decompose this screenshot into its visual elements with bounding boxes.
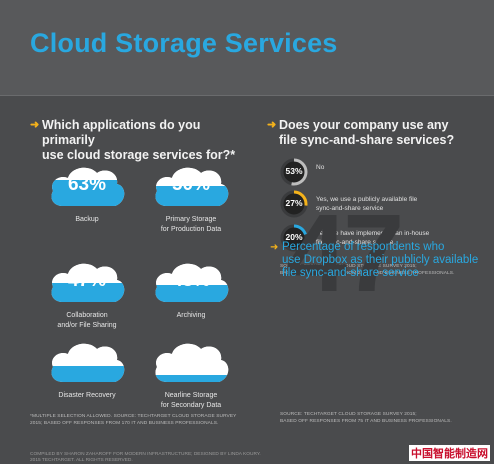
cloud-label-line-1: Primary Storage bbox=[165, 216, 217, 223]
cloud-icon: 43% bbox=[153, 258, 229, 306]
cloud-label: Collaboration and/or File Sharing bbox=[32, 311, 142, 330]
cloud-label-line-1: Archiving bbox=[176, 312, 206, 319]
right-source-line-1: SOURCE: TECHTARGET CLOUD STORAGE SURVEY … bbox=[280, 264, 417, 269]
left-note-line-1: *MULTIPLE SELECTION ALLOWED. SOURCE: TEC… bbox=[30, 414, 237, 419]
ring-label: Yes, we use a publicly available file syn… bbox=[316, 195, 466, 213]
ring-row-2: 27% Yes, we use a publicly available file… bbox=[280, 190, 480, 220]
header: Cloud Storage Services bbox=[0, 0, 494, 96]
dropbox-source-note: SOURCE: TECHTARGET CLOUD STORAGE SURVEY … bbox=[280, 412, 480, 425]
cloud-label: Disaster Recovery bbox=[32, 391, 142, 401]
dropbox-line-1: Percentage of respondents who bbox=[282, 241, 445, 253]
ring-label-line-1: Yes, we have implemented an in-house bbox=[316, 230, 430, 237]
cloud-label: Primary Storage for Production Data bbox=[136, 215, 246, 234]
cloud-label-line-2: for Secondary Data bbox=[160, 401, 222, 409]
ring-label-line-1: No bbox=[316, 164, 325, 171]
dropbox-line-2: use Dropbox as their publicly available bbox=[282, 254, 479, 266]
cloud-label: Archiving bbox=[136, 311, 246, 321]
cloud-icon: 50% bbox=[153, 162, 229, 210]
cloud-percent: 47% bbox=[67, 270, 107, 291]
ring-row-3: 20% Yes, we have implemented an in-house f… bbox=[280, 224, 480, 254]
arrow-icon: ➜ bbox=[30, 119, 40, 131]
ring-label: No bbox=[316, 163, 466, 172]
ring-label-line-2: file sync-and-share service bbox=[316, 239, 394, 246]
cloud-icon: 63% bbox=[49, 162, 125, 210]
ring-label-line-1: Yes, we use a publicly available file bbox=[316, 196, 418, 203]
ring-row-1: 53% No bbox=[280, 158, 480, 188]
left-question: ➜ Which applications do you primarily us… bbox=[30, 118, 252, 163]
dropbox-statement: ➜ Percentage of respondents who use Drop… bbox=[270, 241, 482, 280]
cloud-label: Nearline Storage for Secondary Data bbox=[136, 391, 246, 410]
cloud-stat-4: 43% Archiving bbox=[136, 258, 246, 321]
cloud-label-line-1: Collaboration bbox=[66, 312, 108, 319]
ring-percent: 20% bbox=[285, 232, 303, 242]
dropbox-source-line-2: BASED OFF RESPONSES FROM 75 IT AND BUSIN… bbox=[280, 418, 452, 424]
cloud-label-line-2: and/or File Sharing bbox=[57, 321, 117, 329]
ring-chart: 53% bbox=[280, 158, 308, 186]
left-question-line-1: Which applications do you primarily bbox=[42, 118, 201, 147]
cloud-percent: 43% bbox=[171, 270, 211, 291]
dropbox-source-line-1: SOURCE: TECHTARGET CLOUD STORAGE SURVEY … bbox=[280, 412, 417, 417]
cloud-icon: 42% bbox=[49, 338, 125, 386]
cloud-stat-2: 50% Primary Storage for Production Data bbox=[136, 162, 246, 234]
cloud-stat-6: 23% Nearline Storage for Secondary Data bbox=[136, 338, 246, 410]
cloud-icon: 23% bbox=[153, 338, 229, 386]
right-source-line-2: BASED OFF RESPONSES FROM 227 IT AND BUSI… bbox=[280, 270, 455, 276]
cloud-percent: 42% bbox=[67, 350, 107, 371]
left-note-line-2: 2015; BASED OFF RESPONSES FROM 170 IT AN… bbox=[30, 420, 219, 426]
cloud-label-line-1: Backup bbox=[75, 216, 99, 223]
dropbox-line-3: file sync-and-share service bbox=[282, 267, 419, 279]
right-question-line-1: Does your company use any bbox=[279, 118, 449, 132]
watermark-logo: 中国智能制造网 bbox=[409, 445, 490, 461]
ring-label-line-2: sync-and-share service bbox=[316, 205, 384, 212]
big-number-47: 47 bbox=[286, 192, 404, 315]
ring-percent: 27% bbox=[285, 198, 303, 208]
footer-line-2: 2015 TECHTARGET. ALL RIGHTS RESERVED. bbox=[30, 458, 133, 463]
cloud-icon: 47% bbox=[49, 258, 125, 306]
ring-label: Yes, we have implemented an in-house file… bbox=[316, 229, 466, 247]
cloud-label-line-1: Disaster Recovery bbox=[58, 392, 116, 399]
cloud-label: Backup bbox=[32, 215, 142, 225]
ring-chart: 27% bbox=[280, 190, 308, 218]
footer-line-1: COMPILED BY SHARON ZAHAROFF FOR MODERN I… bbox=[30, 452, 261, 457]
cloud-percent: 50% bbox=[171, 174, 211, 195]
cloud-percent: 63% bbox=[67, 174, 107, 195]
footer-credits: COMPILED BY SHARON ZAHAROFF FOR MODERN I… bbox=[30, 452, 261, 464]
left-question-line-2: use cloud storage services for?* bbox=[42, 148, 236, 162]
cloud-label-line-2: for Production Data bbox=[160, 225, 222, 233]
right-question: ➜ Does your company use any file sync-an… bbox=[267, 118, 484, 148]
cloud-stat-5: 42% Disaster Recovery bbox=[32, 338, 142, 401]
arrow-icon: ➜ bbox=[270, 242, 279, 253]
right-question-line-2: file sync-and-share services? bbox=[279, 133, 455, 147]
ring-percent: 53% bbox=[285, 166, 303, 176]
cloud-stat-3: 47% Collaboration and/or File Sharing bbox=[32, 258, 142, 330]
cloud-label-line-1: Nearline Storage bbox=[164, 392, 218, 399]
arrow-icon: ➜ bbox=[267, 119, 277, 131]
cloud-percent: 23% bbox=[171, 350, 211, 371]
cloud-stat-1: 63% Backup bbox=[32, 162, 142, 225]
right-source-note: SOURCE: TECHTARGET CLOUD STORAGE SURVEY … bbox=[280, 264, 480, 277]
page-title: Cloud Storage Services bbox=[30, 28, 338, 58]
ring-chart: 20% bbox=[280, 224, 308, 252]
left-source-note: *MULTIPLE SELECTION ALLOWED. SOURCE: TEC… bbox=[30, 414, 270, 427]
